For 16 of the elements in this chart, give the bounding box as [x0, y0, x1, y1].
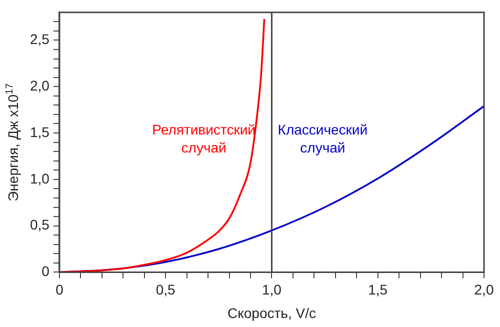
series-label: Релятивистский случай: [152, 122, 256, 156]
x-tick-label: 2,0: [474, 281, 494, 298]
y-tick-label: 1,5: [30, 124, 50, 140]
x-tick-label: 0,5: [156, 281, 176, 298]
y-tick-label: 2,5: [30, 31, 50, 48]
y-tick-label: 0: [42, 263, 50, 280]
x-tick-label: 0: [56, 281, 64, 298]
series-label: Классический случай: [278, 122, 368, 156]
line-series: [59, 18, 266, 272]
y-axis-title: Энергия, Дж x1017: [4, 82, 21, 202]
y-tick-label: 1,0: [30, 170, 50, 186]
y-tick-label: 0,5: [30, 216, 50, 233]
y-tick-label: 2,0: [30, 77, 50, 94]
x-tick-label: 1,5: [368, 281, 388, 298]
x-tick-label: 1,0: [262, 281, 282, 298]
x-axis-title: Скорость, V/c: [228, 305, 316, 321]
